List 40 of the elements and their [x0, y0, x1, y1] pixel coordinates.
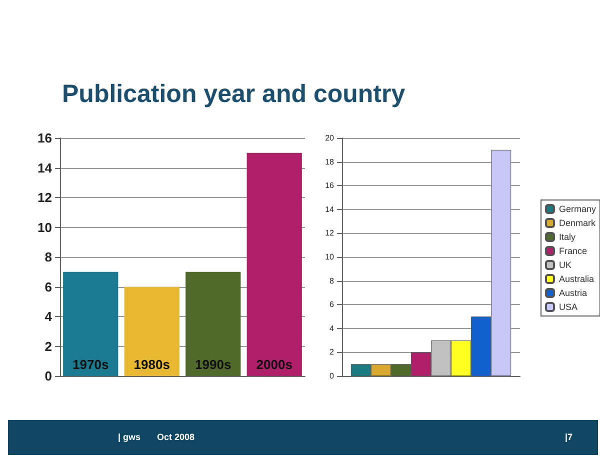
y-tick-label: 14 [38, 160, 53, 176]
y-tick-label: 10 [325, 252, 335, 262]
x-tick-label: 1990s [195, 357, 232, 372]
y-tick-label: 6 [44, 279, 52, 294]
y-tick-label: 16 [38, 130, 52, 146]
y-tick-label: 0 [44, 368, 52, 384]
legend-label: Denmark [558, 218, 596, 228]
y-tick-label: 2 [330, 348, 335, 357]
chart-title: Publication year and country [62, 80, 406, 109]
text: | gws [118, 432, 141, 442]
x-tick-label: 1970s [72, 357, 109, 372]
y-tick-label: 20 [325, 134, 335, 142]
bar [246, 152, 302, 376]
y-tick-label: 10 [38, 220, 52, 235]
y-tick-label: 6 [330, 300, 335, 310]
y-tick-label: 2 [44, 338, 52, 354]
y-tick-label: 12 [38, 190, 52, 205]
legend-label: Germany [558, 204, 596, 214]
legend-label: UK [558, 260, 572, 270]
y-tick-label: 4 [330, 324, 335, 333]
x-tick-label: 2000s [256, 357, 292, 372]
y-tick-label: 14 [325, 204, 335, 214]
bar [186, 272, 241, 376]
y-tick-label: 12 [325, 228, 335, 238]
x-tick-label: 1980s [134, 357, 170, 372]
text: |7 [565, 432, 573, 442]
legend-label: Australia [558, 274, 594, 284]
y-tick-label: 8 [330, 276, 335, 286]
y-tick-label: 18 [325, 157, 335, 166]
y-tick-label: 4 [44, 309, 53, 324]
legend-label: France [558, 246, 588, 256]
y-tick-label: 16 [325, 181, 335, 190]
bar [124, 286, 180, 376]
y-tick-label: 8 [44, 250, 52, 264]
legend-label: Austria [558, 288, 588, 298]
legend-label: Italy [558, 232, 576, 242]
bar [63, 272, 118, 376]
text: Oct 2008 [157, 432, 195, 442]
y-tick-label: 0 [330, 372, 335, 380]
legend-label: USA [558, 302, 578, 312]
